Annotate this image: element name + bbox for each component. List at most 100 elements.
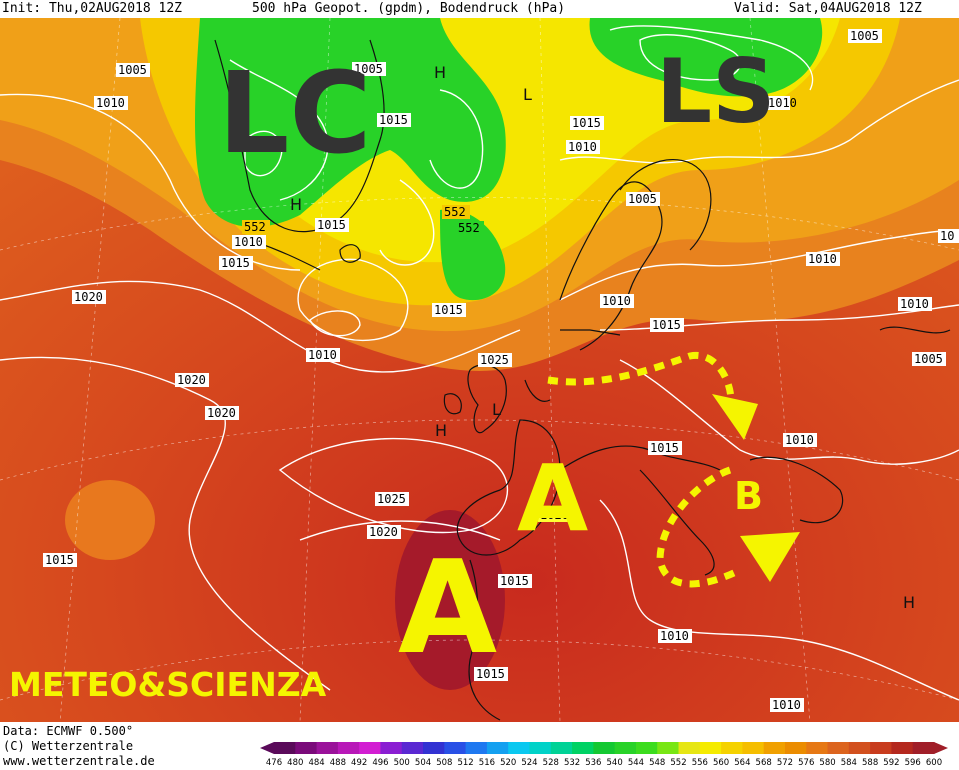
isobar-label-text: 1015 xyxy=(476,667,505,681)
colorbar-tick-label: 480 xyxy=(287,758,303,768)
isobar-label: 1010 xyxy=(658,629,692,643)
isobar-label: 1010 xyxy=(306,348,340,362)
isobar-label: 1005 xyxy=(912,352,946,366)
isobar-label-text: 1010 xyxy=(660,629,689,643)
isobar-label-text: 1025 xyxy=(480,353,509,367)
init-time: Init: Thu,02AUG2018 12Z xyxy=(2,1,183,16)
valid-time: Valid: Sat,04AUG2018 12Z xyxy=(734,1,922,16)
isobar-label: 1010 xyxy=(232,235,266,249)
colorbar-swatch xyxy=(806,742,829,754)
colorbar-tick-label: 564 xyxy=(734,758,750,768)
colorbar-swatch xyxy=(359,742,381,754)
isobar-label: 1010 xyxy=(806,252,840,266)
isobar-label-text: 1005 xyxy=(850,29,879,43)
isobar-label: 1015 xyxy=(648,441,682,455)
isobar-label: 1015 xyxy=(377,113,411,127)
isobar-label: 1020 xyxy=(538,508,572,522)
high-mark: H xyxy=(903,593,915,612)
forecast-map: 1005 1005 1010 1005 1010 1015 1010 1015 … xyxy=(0,18,959,722)
isobar-label: 1015 xyxy=(570,116,604,130)
isobar-label: 1010 xyxy=(566,140,600,154)
graticule xyxy=(0,18,959,722)
colorbar-tick-label: 592 xyxy=(883,758,899,768)
isobar-label-text: 1015 xyxy=(434,303,463,317)
high-mark: H xyxy=(290,195,302,214)
colorbar-swatch xyxy=(550,742,573,754)
colorbar-tick-label: 568 xyxy=(756,758,772,768)
colorbar-tick-label: 504 xyxy=(415,758,431,768)
colorbar-swatch xyxy=(508,742,530,754)
colorbar-tick-label: 508 xyxy=(436,758,452,768)
trough-path-north xyxy=(547,352,735,409)
ls-annotation: LS xyxy=(656,40,775,143)
isobar-label-text: 1020 xyxy=(369,525,398,539)
isobar-label-text: 1025 xyxy=(377,492,406,506)
copyright: (C) Wetterzentrale xyxy=(3,739,134,753)
arrow-head-north xyxy=(712,394,758,440)
colorbar-swatch xyxy=(635,742,658,754)
isobar-label: 552 xyxy=(242,220,270,234)
colorbar-tick-label: 488 xyxy=(330,758,346,768)
colorbar-tick-label: 584 xyxy=(841,758,857,768)
isobar-label-text: 1020 xyxy=(74,290,103,304)
anticyclone-a-large: A xyxy=(398,534,497,683)
isobar-label: 1010 xyxy=(600,294,634,308)
colorbar-swatch xyxy=(316,742,339,754)
isobar-label-text: 1010 xyxy=(768,96,797,110)
colorbar-swatch xyxy=(423,742,445,754)
colorbar-arrow-right xyxy=(934,742,948,754)
isobar-label: 1020 xyxy=(367,525,401,539)
isobar-label-text: 1010 xyxy=(900,297,929,311)
colorbar-tick-label: 500 xyxy=(394,758,410,768)
colorbar-swatch xyxy=(763,742,786,754)
colorbar-tick-label: 512 xyxy=(457,758,473,768)
colorbar-tick-label: 520 xyxy=(500,758,516,768)
colorbar-swatch xyxy=(337,742,360,754)
isobar-label-text: 1015 xyxy=(221,256,250,270)
colorbar-tick-label: 516 xyxy=(479,758,495,768)
colorbar-tick-label: 492 xyxy=(351,758,367,768)
colorbar-tick-label: 552 xyxy=(670,758,686,768)
colorbar-tick-label: 544 xyxy=(628,758,644,768)
colorbar-tick-label: 536 xyxy=(585,758,601,768)
isobar-label-text: 1010 xyxy=(568,140,597,154)
isobar-label-text: 1020 xyxy=(207,406,236,420)
isobar-label: 1015 xyxy=(432,303,466,317)
colorbar-tick-label: 496 xyxy=(372,758,388,768)
isobar-label: 1015 xyxy=(315,218,349,232)
isobar-label: 10 xyxy=(938,229,959,243)
low-greenland-field xyxy=(195,18,506,227)
colorbar-swatch xyxy=(891,742,914,754)
colorbar-swatch xyxy=(614,742,637,754)
colorbar-tick-label: 596 xyxy=(905,758,921,768)
isobar-label-text: 1015 xyxy=(652,318,681,332)
colorbar-tick-label: 532 xyxy=(564,758,580,768)
isobar-label-text: 1010 xyxy=(234,235,263,249)
colorbar-swatch xyxy=(827,742,850,754)
isobar-label-text: 552 xyxy=(458,221,480,235)
isobar-label: 1010 xyxy=(783,433,817,447)
isobar-label: 1025 xyxy=(375,492,409,506)
isobar-label-text: 1010 xyxy=(602,294,631,308)
isobar-label: 1015 xyxy=(498,574,532,588)
colorbar-tick-label: 524 xyxy=(521,758,537,768)
isobar-label-text: 1010 xyxy=(772,698,801,712)
isobar-label-text: 10 xyxy=(940,229,954,243)
heat-dome-iberia xyxy=(395,510,505,690)
colorbar-swatch xyxy=(912,742,935,754)
isobar-label-text: 1015 xyxy=(500,574,529,588)
map-title: 500 hPa Geopot. (gpdm), Bodendruck (hPa) xyxy=(252,1,566,16)
isobar-label: 1020 xyxy=(175,373,209,387)
isobar-label-text: 1005 xyxy=(914,352,943,366)
colorbar-tick-label: 560 xyxy=(713,758,729,768)
isobar-label-text: 1010 xyxy=(96,96,125,110)
isobar-label: 1010 xyxy=(766,96,797,110)
colorbar-swatch xyxy=(529,742,552,754)
colorbar-swatch xyxy=(486,742,509,754)
isobar-label: 1010 xyxy=(898,297,932,311)
isobar-label-text: 552 xyxy=(244,220,266,234)
isobar-label-text: 1015 xyxy=(379,113,408,127)
colorbar-tick-label: 528 xyxy=(543,758,559,768)
colorbar-tick-label: 572 xyxy=(777,758,793,768)
isobar-label: 1010 xyxy=(770,698,804,712)
